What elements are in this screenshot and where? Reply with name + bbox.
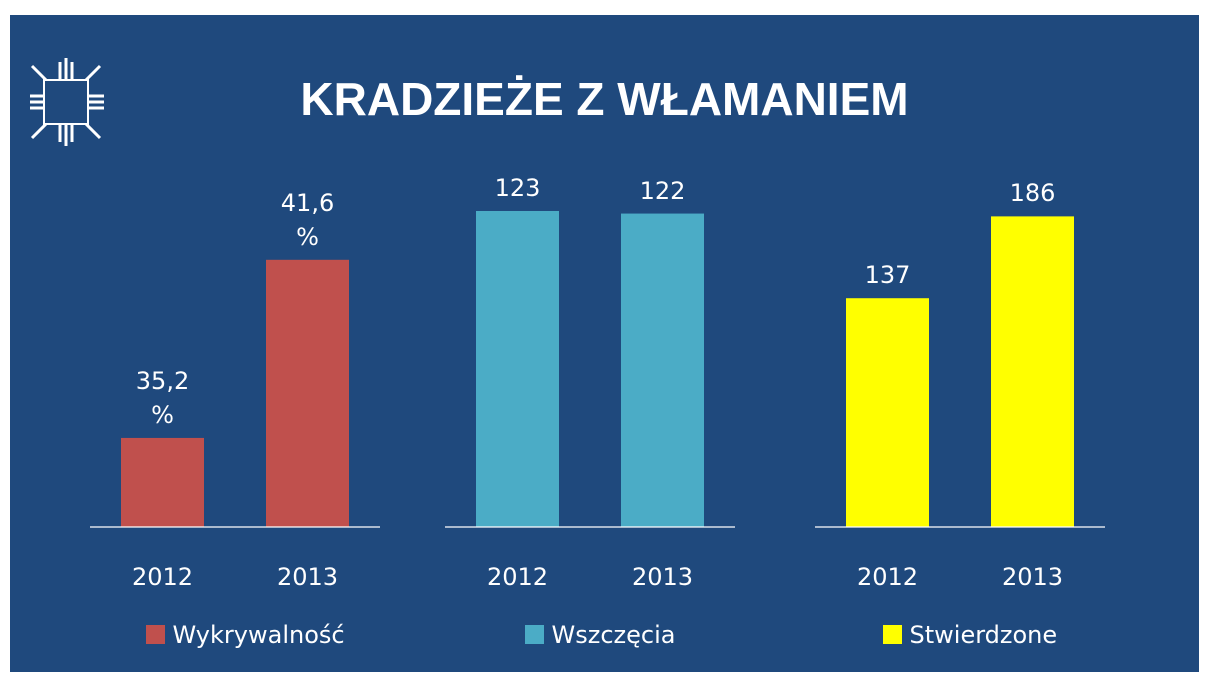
legend-swatch: [524, 625, 544, 644]
legend-entry: Stwierdzone: [882, 620, 1058, 650]
bar: [121, 437, 204, 527]
legend-label: Wykrywalność: [172, 621, 345, 649]
data-label: 123: [494, 173, 541, 202]
bar: [476, 210, 559, 527]
data-label: 137: [864, 261, 911, 290]
legend-swatch: [145, 625, 165, 644]
chart-title: KRADZIEŻE Z WŁAMANIEM: [300, 73, 909, 125]
data-label: 122: [639, 176, 686, 205]
x-tick-label: 2013: [276, 563, 339, 591]
legend-entry: Wykrywalność: [145, 620, 345, 650]
x-tick-label: 2012: [486, 563, 549, 591]
legend-label: Wszczęcia: [551, 621, 676, 649]
x-tick-label: 2013: [631, 563, 694, 591]
bar: [621, 213, 704, 528]
data-label: 186: [1009, 179, 1056, 208]
bar: [266, 259, 349, 527]
x-tick-label: 2013: [1001, 563, 1064, 591]
data-label: 35,2 %: [135, 366, 190, 429]
bar: [991, 216, 1074, 527]
x-tick-label: 2012: [856, 563, 919, 591]
legend-entry: Wszczęcia: [524, 620, 676, 650]
legend-label: Stwierdzone: [909, 621, 1058, 649]
x-tick-label: 2012: [131, 563, 194, 591]
logo: [30, 58, 104, 146]
legend-swatch: [882, 625, 902, 644]
bar: [846, 298, 929, 527]
data-label: 41,6 %: [280, 188, 335, 251]
